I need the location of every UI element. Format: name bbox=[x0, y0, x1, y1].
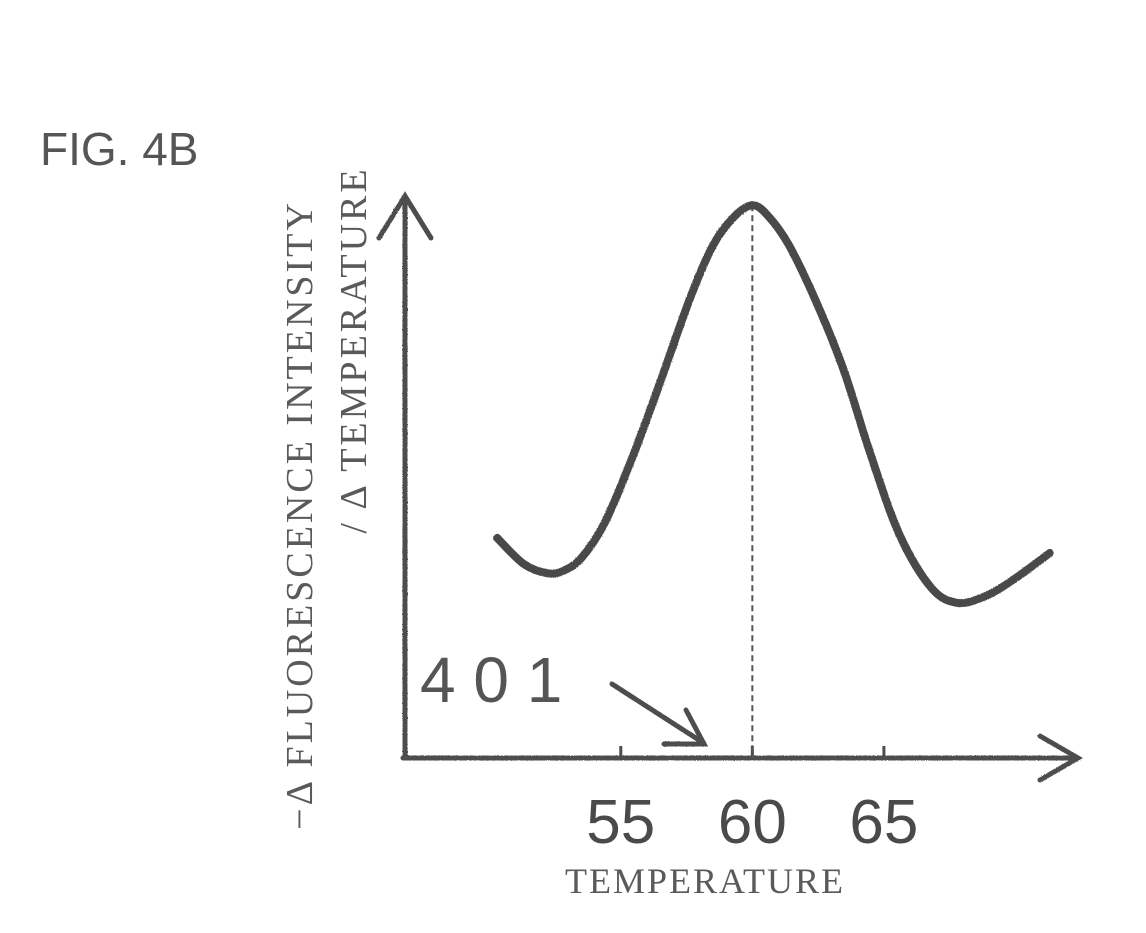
figure-label: FIG. 4B bbox=[40, 123, 198, 175]
x-ticks: 55 60 65 bbox=[586, 746, 918, 857]
x-tick-label-65: 65 bbox=[849, 788, 918, 857]
x-axis-label: TEMPERATURE bbox=[565, 861, 845, 901]
x-tick-label-55: 55 bbox=[586, 788, 655, 857]
reference-numeral: 4 0 1 bbox=[420, 644, 562, 716]
x-tick-label-60: 60 bbox=[718, 788, 787, 857]
melting-curve bbox=[497, 205, 1050, 603]
reference-arrow bbox=[612, 684, 704, 744]
y-axis-label-line1: −Δ FLUORESCENCE INTENSITY bbox=[279, 200, 321, 830]
x-axis bbox=[403, 736, 1078, 780]
y-axis-label-line2: / Δ TEMPERATURE bbox=[333, 166, 375, 533]
